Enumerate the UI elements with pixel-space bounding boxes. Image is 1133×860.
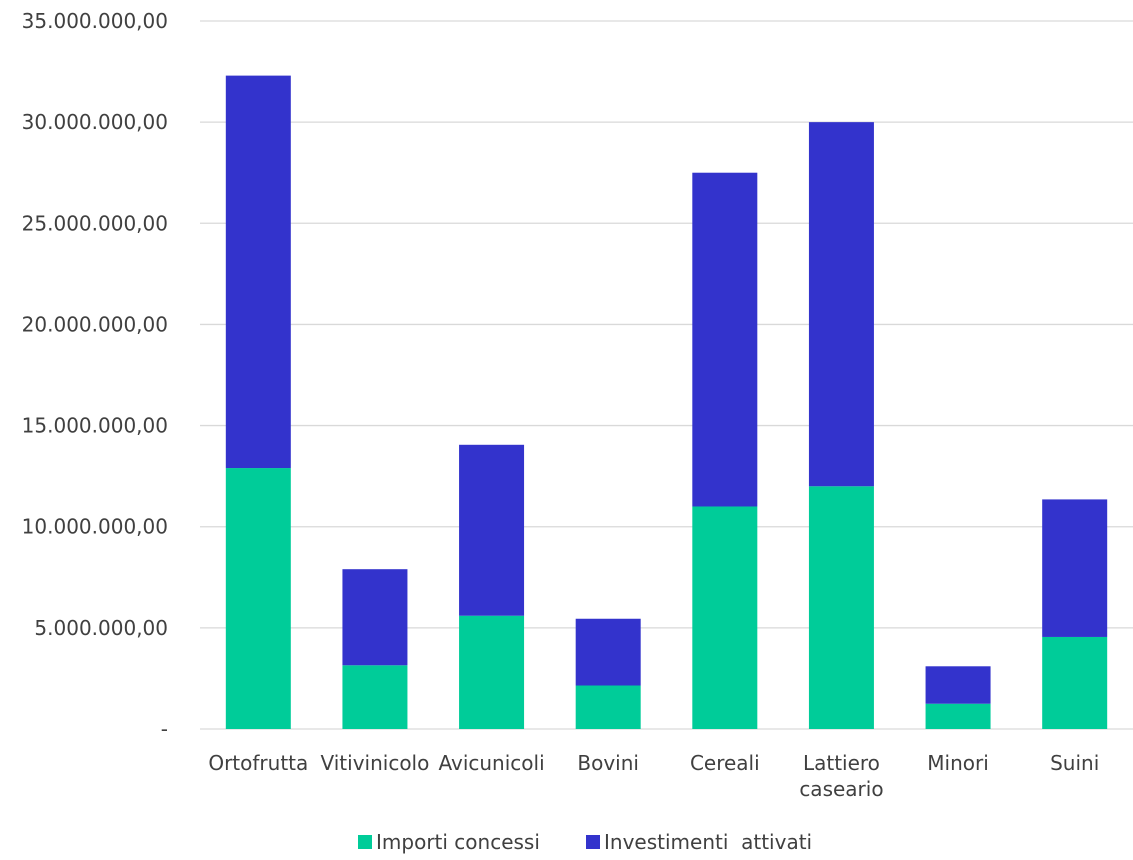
gridlines: [200, 20, 1133, 730]
bar-segment-importi-concessi: [808, 486, 874, 729]
bar-segment-importi-concessi: [925, 703, 991, 729]
y-tick-label: 35.000.000,00: [22, 9, 168, 33]
bar-segment-importi-concessi: [342, 665, 408, 729]
bar-segment-importi-concessi: [692, 506, 758, 729]
bar-segment-investimenti-attivati: [575, 618, 641, 686]
y-tick-label: 10.000.000,00: [22, 515, 168, 539]
x-tick-label: Avicunicoli: [438, 751, 544, 775]
y-tick-label: 15.000.000,00: [22, 414, 168, 438]
legend-label: Importi concessi: [376, 830, 540, 854]
bar-segment-importi-concessi: [575, 685, 641, 729]
bar-segment-investimenti-attivati: [459, 444, 525, 616]
x-tick-label: Ortofrutta: [208, 751, 308, 775]
x-tick-label: Cereali: [690, 751, 760, 775]
y-tick-label: 5.000.000,00: [34, 616, 168, 640]
y-tick-label: 30.000.000,00: [22, 110, 168, 134]
bar-segment-importi-concessi: [225, 468, 291, 729]
legend: Importi concessi Investimenti attivati: [358, 830, 812, 854]
y-tick-label: 20.000.000,00: [22, 312, 168, 336]
bar-segment-investimenti-attivati: [925, 666, 991, 704]
x-tick-label: Suini: [1050, 751, 1099, 775]
x-tick-label: Vitivinicolo: [321, 751, 430, 775]
bar-segment-investimenti-attivati: [225, 75, 291, 469]
bar-segment-investimenti-attivati: [342, 569, 408, 666]
bar-segment-investimenti-attivati: [1042, 499, 1108, 637]
x-axis-tick-labels: Ortofrutta Vitivinicolo Avicunicoli Bovini C…: [208, 751, 1099, 801]
legend-swatch: [358, 835, 372, 849]
legend-swatch: [586, 835, 600, 849]
bars: [225, 75, 1108, 729]
x-tick-label: Lattiero: [803, 751, 880, 775]
bar-segment-importi-concessi: [1042, 636, 1108, 729]
legend-label: Investimenti attivati: [604, 830, 812, 854]
y-tick-label: 25.000.000,00: [22, 211, 168, 235]
x-tick-label: Bovini: [577, 751, 639, 775]
y-axis-tick-labels: - 5.000.000,00 10.000.000,00 15.000.000,00 2…: [22, 9, 168, 741]
y-tick-label: -: [161, 717, 168, 741]
bar-segment-investimenti-attivati: [692, 172, 758, 507]
bar-segment-investimenti-attivati: [808, 122, 874, 487]
bar-segment-importi-concessi: [459, 615, 525, 729]
x-tick-label: Minori: [927, 751, 989, 775]
x-tick-label: caseario: [799, 777, 883, 801]
